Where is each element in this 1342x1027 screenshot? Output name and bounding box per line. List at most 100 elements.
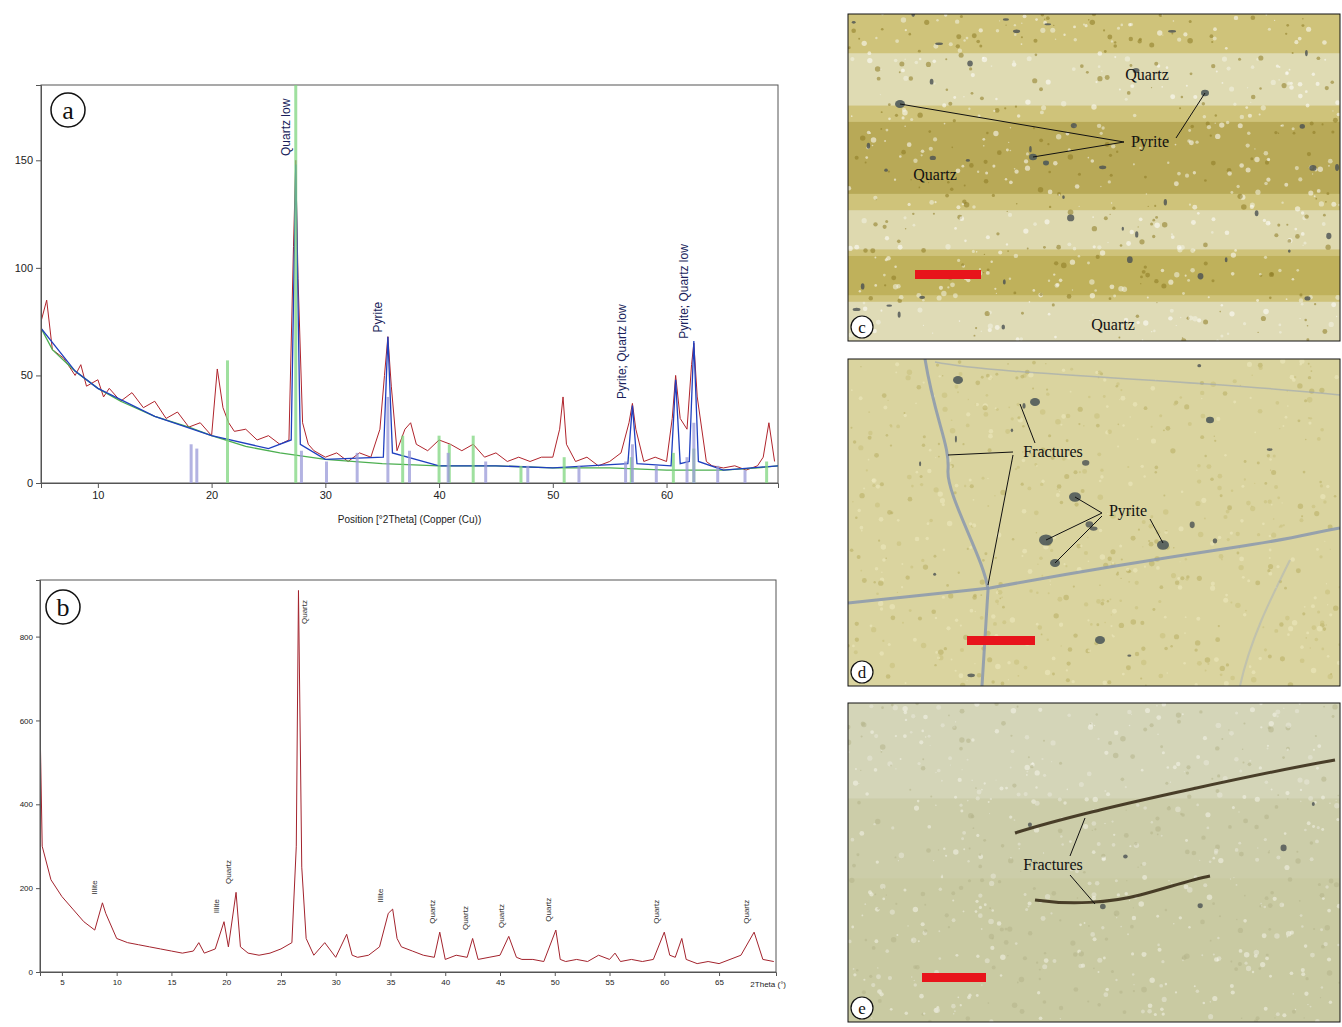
image-grain	[1151, 87, 1152, 88]
image-grain	[936, 705, 941, 710]
image-grain	[1100, 250, 1105, 255]
image-grain	[1063, 33, 1065, 35]
image-grain	[1032, 78, 1037, 83]
image-band	[848, 122, 1340, 194]
image-grain	[1279, 428, 1280, 429]
reference-stick	[438, 436, 441, 483]
image-grain	[914, 983, 917, 986]
image-grain	[1183, 662, 1186, 665]
image-grain	[1227, 538, 1230, 541]
image-grain	[899, 155, 902, 158]
image-grain	[905, 682, 907, 684]
image-grain	[945, 194, 949, 198]
image-grain	[948, 102, 952, 106]
image-grain	[863, 248, 867, 252]
image-grain	[1204, 262, 1208, 266]
image-grain	[1307, 152, 1311, 156]
image-grain	[1052, 303, 1055, 306]
image-grain	[1141, 1010, 1145, 1014]
image-grain	[1170, 309, 1174, 313]
image-grain	[1078, 255, 1081, 258]
image-grain	[926, 848, 931, 853]
pattern-line	[41, 160, 775, 470]
image-grain	[1321, 648, 1324, 651]
image-grain	[1177, 245, 1182, 250]
image-grain	[881, 111, 883, 113]
image-grain	[1330, 673, 1332, 675]
image-grain	[1011, 749, 1015, 753]
leader-line	[1176, 93, 1205, 138]
image-grain	[1072, 67, 1076, 71]
image-grain	[1301, 24, 1304, 27]
image-grain	[1264, 500, 1267, 503]
image-grain	[1211, 41, 1213, 43]
image-grain	[994, 288, 996, 290]
image-grain	[1129, 37, 1133, 41]
image-grain	[1067, 662, 1071, 666]
reference-stick	[408, 451, 411, 483]
image-grain	[1048, 434, 1051, 437]
image-grain	[867, 51, 871, 55]
image-grain	[982, 477, 985, 480]
image-grain	[1216, 70, 1218, 72]
image-grain	[910, 179, 911, 180]
image-grain	[975, 611, 976, 612]
micrograph-panel: QuartzPyriteQuartzQuartzc	[847, 11, 1341, 343]
image-grain	[1144, 566, 1146, 568]
image-grain	[1017, 793, 1021, 797]
image-grain	[896, 284, 901, 289]
image-grain	[1161, 283, 1166, 288]
image-grain	[1158, 674, 1163, 679]
image-grain	[850, 57, 854, 61]
image-grain	[995, 108, 1000, 113]
image-grain	[881, 28, 884, 31]
image-pyrite-grain	[1288, 249, 1291, 252]
leader-line	[988, 455, 1013, 585]
image-grain	[1095, 371, 1098, 374]
image-grain	[880, 94, 881, 95]
image-grain	[887, 400, 888, 401]
image-grain	[1140, 276, 1143, 279]
reference-stick	[447, 453, 450, 483]
image-grain	[1174, 272, 1179, 277]
image-grain	[869, 975, 872, 978]
image-grain	[1252, 971, 1254, 973]
image-grain	[1271, 533, 1276, 538]
image-grain	[1267, 569, 1270, 572]
image-grain	[988, 328, 992, 332]
image-grain	[915, 537, 920, 542]
image-grain	[1307, 397, 1313, 403]
image-grain	[882, 393, 887, 398]
image-grain	[903, 734, 907, 738]
image-pyrite-grain	[1022, 403, 1025, 409]
reference-stick	[672, 453, 675, 483]
image-grain	[1162, 997, 1167, 1002]
reference-stick	[526, 466, 529, 483]
image-grain	[1269, 721, 1274, 726]
image-grain	[1244, 962, 1247, 965]
image-grain	[868, 436, 872, 440]
image-grain	[1034, 510, 1039, 515]
image-grain	[875, 502, 880, 507]
image-grain	[897, 240, 901, 244]
image-pyrite-grain	[1071, 123, 1077, 128]
image-pyrite-grain	[1099, 165, 1106, 169]
image-grain	[972, 250, 975, 253]
image-grain	[901, 563, 903, 565]
image-grain	[966, 739, 971, 744]
plot-frame	[41, 85, 778, 483]
image-grain	[1310, 857, 1314, 861]
image-grain	[1188, 316, 1193, 321]
image-grain	[1251, 16, 1256, 21]
image-grain	[1174, 634, 1179, 639]
image-grain	[1087, 262, 1090, 265]
image-grain	[1184, 771, 1185, 772]
image-grain	[1113, 295, 1116, 298]
image-grain	[1334, 495, 1337, 498]
image-grain	[1279, 902, 1284, 907]
image-grain	[1110, 174, 1113, 177]
image-grain	[1231, 252, 1236, 257]
image-grain	[894, 59, 898, 63]
image-grain	[1088, 725, 1093, 730]
image-grain	[1185, 616, 1187, 618]
